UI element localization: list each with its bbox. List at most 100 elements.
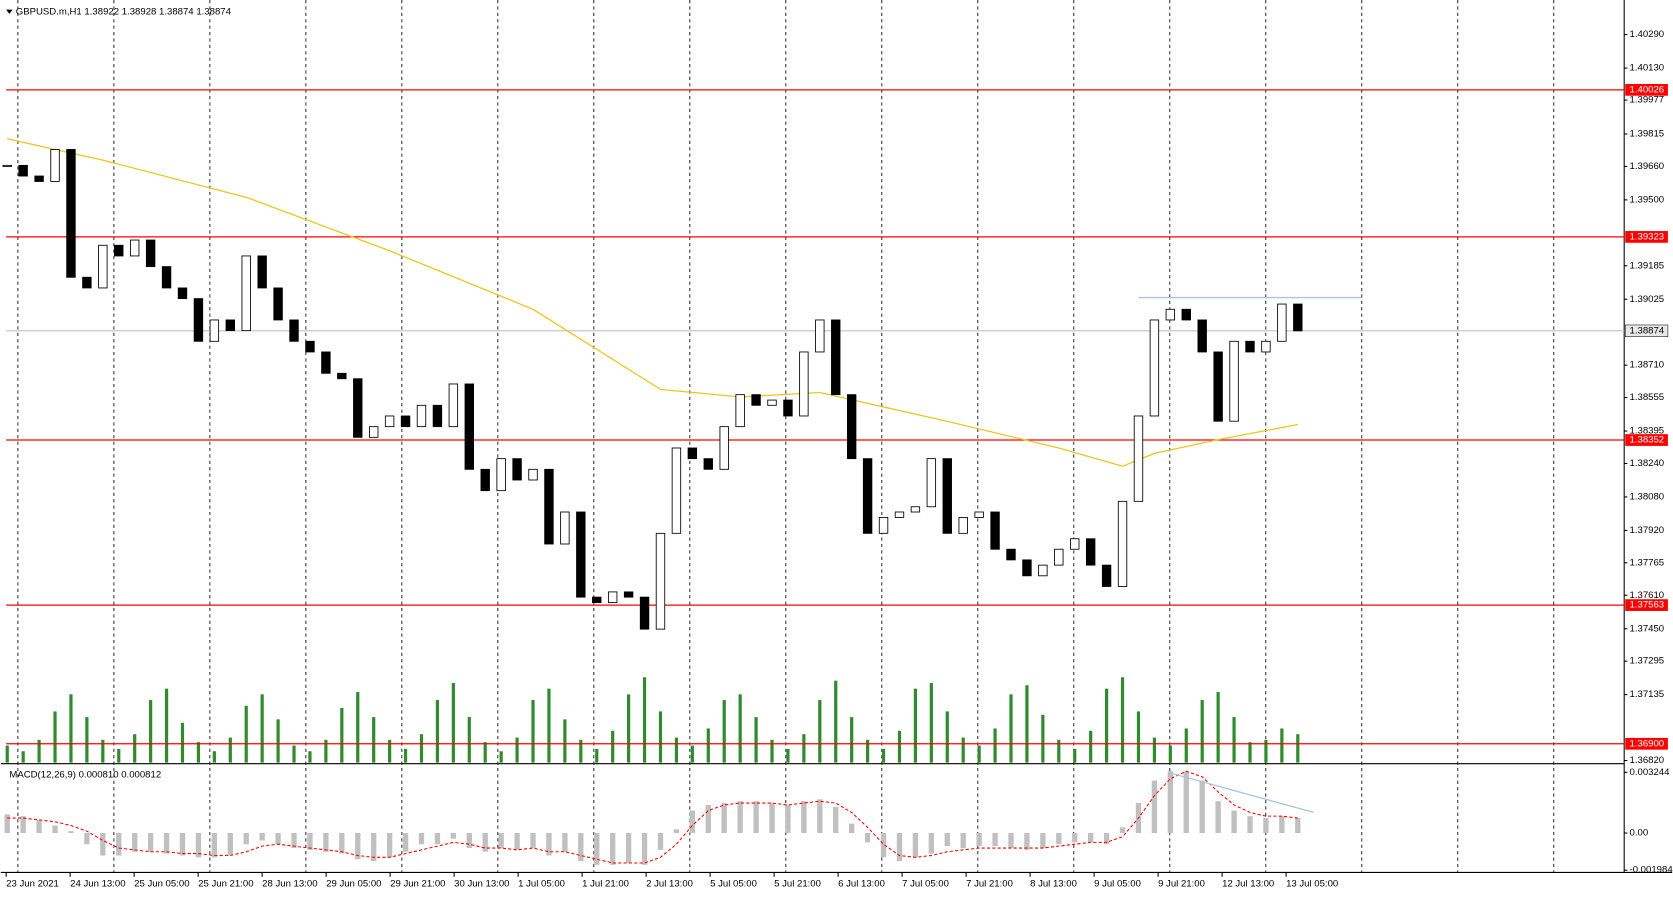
volume-bar: [1136, 711, 1141, 763]
candle: [1293, 303, 1303, 332]
x-tick-label: 23 Jun 2021: [6, 879, 59, 890]
candle: [576, 511, 586, 598]
volume-bar: [563, 719, 567, 763]
candle: [241, 255, 251, 332]
candle: [273, 287, 283, 321]
macd-bar: [880, 833, 887, 858]
macd-bar: [434, 833, 441, 845]
x-tick-label: 12 Jul 13:00: [1222, 879, 1274, 890]
level-label: 1.36900: [1630, 738, 1665, 749]
volume-bar: [1280, 728, 1284, 763]
volume-bar: [419, 734, 424, 763]
candle: [735, 394, 745, 428]
candle: [846, 394, 857, 460]
x-tick-label: 1 Jul 21:00: [582, 879, 629, 890]
candle: [289, 319, 299, 342]
macd-bar: [960, 833, 966, 848]
macd-bar: [864, 833, 871, 843]
volume-bar: [1200, 700, 1204, 763]
macd-bar: [721, 803, 727, 834]
vertical-grid: [17, 0, 1555, 873]
volume-bar: [834, 680, 838, 763]
candle: [623, 591, 634, 598]
candle: [1181, 308, 1191, 321]
macd-bar: [163, 833, 170, 854]
y-tick-label: 1.38555: [1630, 392, 1665, 403]
x-tick-label: 28 Jun 13:00: [262, 879, 317, 890]
macd-bar: [466, 833, 472, 848]
volume-bar: [101, 739, 105, 763]
macd-trendline: [1170, 772, 1314, 814]
candle: [353, 378, 363, 438]
candle: [687, 447, 698, 460]
volume-bar: [276, 719, 280, 763]
candle: [400, 415, 411, 428]
quote-low: 1.38874: [159, 6, 194, 17]
y-tick-label: 1.37765: [1630, 557, 1665, 568]
macd-bar: [323, 833, 329, 852]
candle: [384, 415, 395, 428]
x-tick-label: 5 Jul 05:00: [710, 879, 757, 890]
x-tick-label: 8 Jul 13:00: [1030, 879, 1077, 890]
volume-bar: [1152, 737, 1157, 763]
volume-bar: [308, 751, 312, 763]
volume-bar: [674, 737, 679, 763]
macd-bar: [1231, 810, 1237, 834]
macd-bar: [1263, 818, 1269, 834]
x-tick-label: 25 Jun 21:00: [198, 879, 253, 890]
candle: [257, 255, 267, 289]
candle: [34, 175, 44, 182]
macd-bar: [1247, 816, 1253, 834]
macd-bar: [944, 833, 950, 847]
candle: [544, 468, 554, 545]
y-tick-label: 1.39660: [1630, 161, 1665, 172]
y-tick-label: 1.38395: [1630, 426, 1665, 437]
y-tick-label: 1.38080: [1630, 491, 1665, 502]
macd-bar: [386, 833, 393, 858]
macd-header: MACD(12,26,9) 0.000810 0.000812: [9, 769, 161, 780]
macd-bar: [514, 833, 520, 850]
volume-bar: [1168, 745, 1172, 763]
macd-bar: [1295, 818, 1301, 834]
macd-bar: [84, 833, 90, 845]
macd-bar: [1151, 780, 1158, 834]
volume-bar: [212, 751, 216, 763]
macd-bar: [928, 833, 935, 854]
candle: [512, 458, 522, 481]
candle: [145, 239, 156, 268]
volume-bar: [164, 688, 169, 763]
volume-bar: [1041, 714, 1045, 763]
level-label: 1.37563: [1630, 600, 1665, 611]
macd-bar: [625, 833, 632, 863]
candle: [1197, 319, 1207, 353]
candle: [1101, 564, 1112, 587]
volume-bar: [1120, 677, 1125, 763]
menu-arrow[interactable]: [6, 9, 13, 14]
y-tick-label: 1.40130: [1630, 63, 1665, 74]
volume-bar: [850, 717, 854, 763]
x-tick-label: 7 Jul 21:00: [966, 879, 1013, 890]
volume-bar: [1296, 734, 1300, 763]
x-tick-label: 6 Jul 13:00: [838, 879, 885, 890]
macd-bar: [849, 823, 855, 834]
macd-bar: [147, 833, 154, 852]
level-label: 1.38352: [1630, 435, 1665, 446]
candle: [177, 287, 188, 300]
macd-bar: [1056, 833, 1062, 845]
candle: [1054, 548, 1064, 566]
candle: [432, 404, 443, 428]
macd-bar: [753, 801, 759, 834]
candle: [671, 447, 682, 534]
y-tick-label: 1.40290: [1630, 29, 1665, 40]
volume-bar: [483, 742, 487, 763]
x-tick-label: 29 Jun 05:00: [326, 879, 381, 890]
macd-bar: [689, 810, 696, 834]
volume-bar: [818, 700, 822, 763]
x-tick-label: 9 Jul 21:00: [1158, 879, 1205, 890]
candle: [974, 511, 984, 518]
candle: [225, 319, 235, 332]
y-tick-label: 1.39185: [1630, 260, 1665, 271]
macd-bar: [20, 816, 26, 834]
candle: [799, 351, 809, 417]
candle: [209, 319, 220, 342]
